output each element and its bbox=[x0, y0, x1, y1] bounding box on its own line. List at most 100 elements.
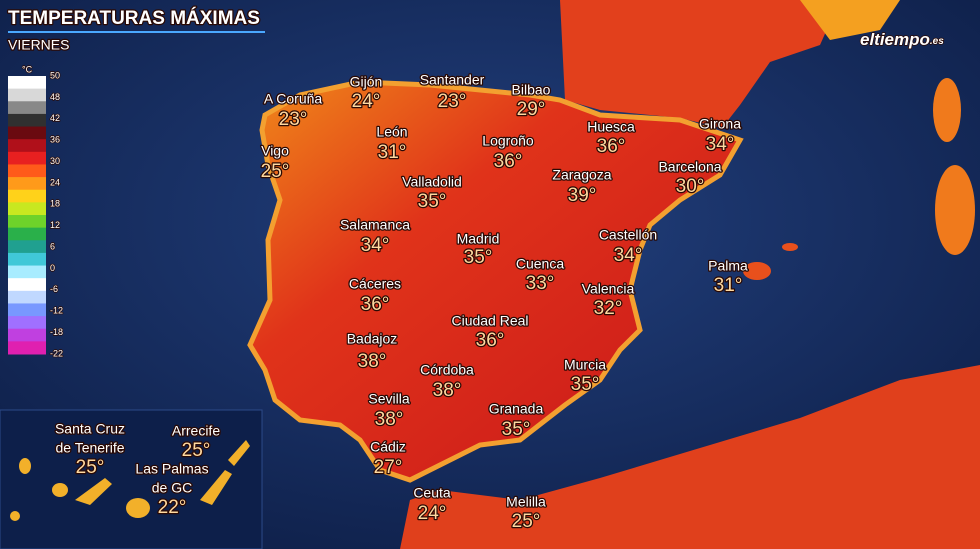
city-name: Salamanca bbox=[340, 217, 410, 233]
legend-band bbox=[8, 101, 46, 115]
legend-tick-label: 24 bbox=[50, 177, 60, 187]
legend-band bbox=[8, 328, 46, 342]
alps bbox=[800, 0, 900, 40]
legend-band bbox=[8, 76, 46, 90]
city-name: Huesca bbox=[587, 119, 635, 135]
city-name: Girona bbox=[699, 116, 741, 132]
legend-band bbox=[8, 126, 46, 140]
city-temp: 35° bbox=[502, 419, 531, 440]
legend-tick-label: 42 bbox=[50, 113, 60, 123]
island-name: de GC bbox=[152, 480, 192, 496]
legend-band bbox=[8, 202, 46, 216]
city-name: Cáceres bbox=[349, 276, 401, 292]
corsica bbox=[933, 78, 961, 142]
city-temp: 38° bbox=[358, 351, 387, 372]
legend-band bbox=[8, 151, 46, 165]
legend-band bbox=[8, 88, 46, 102]
city-temp: 36° bbox=[597, 136, 626, 157]
city-name: Barcelona bbox=[658, 159, 721, 175]
city-temp: 23° bbox=[279, 109, 308, 130]
city-temp: 36° bbox=[476, 330, 505, 351]
island-temp: 25° bbox=[182, 440, 211, 461]
city-temp: 35° bbox=[418, 191, 447, 212]
city-name: Córdoba bbox=[420, 362, 474, 378]
city-name: Bilbao bbox=[512, 82, 551, 98]
city-name: Cuenca bbox=[516, 256, 564, 272]
city-temp: 24° bbox=[352, 91, 381, 112]
city-name: Sevilla bbox=[368, 391, 409, 407]
legend-band bbox=[8, 189, 46, 203]
city-name: Castellón bbox=[599, 227, 657, 243]
city-temp: 38° bbox=[433, 380, 462, 401]
legend-tick-label: -12 bbox=[50, 306, 63, 316]
canary-land bbox=[10, 440, 250, 521]
city-name: Logroño bbox=[482, 133, 534, 149]
city-temp: 23° bbox=[438, 91, 467, 112]
city-temp: 29° bbox=[517, 99, 546, 120]
city-temp: 35° bbox=[571, 374, 600, 395]
city-name: Valencia bbox=[582, 281, 635, 297]
legend-tick-label: 36 bbox=[50, 135, 60, 145]
city-temp: 35° bbox=[464, 247, 493, 268]
legend-tick-label: 0 bbox=[50, 263, 55, 273]
island-name: de Tenerife bbox=[55, 440, 124, 456]
city-name: Murcia bbox=[564, 357, 606, 373]
city-temp: 25° bbox=[512, 511, 541, 532]
city-temp: 33° bbox=[526, 273, 555, 294]
city-name: Melilla bbox=[506, 494, 546, 510]
island-temp: 22° bbox=[158, 497, 187, 518]
legend-band bbox=[8, 303, 46, 317]
city-name: Valladolid bbox=[402, 174, 462, 190]
logo: eltiempo.es bbox=[859, 30, 945, 51]
legend-band bbox=[8, 139, 46, 153]
island-name: Arrecife bbox=[172, 423, 220, 439]
legend-tick-label: 48 bbox=[50, 92, 60, 102]
city-temp: 27° bbox=[374, 457, 403, 478]
city-name: Madrid bbox=[457, 231, 500, 247]
city-temp: 32° bbox=[594, 298, 623, 319]
logo-main: eltiempo.es bbox=[860, 30, 944, 49]
legend-tick-label: -6 bbox=[50, 284, 58, 294]
france bbox=[560, 0, 840, 128]
logo-text: eltiempo bbox=[860, 30, 930, 49]
city-temp: 39° bbox=[568, 185, 597, 206]
legend-tick-label: 30 bbox=[50, 156, 60, 166]
city-temp: 34° bbox=[361, 235, 390, 256]
legend-band bbox=[8, 164, 46, 178]
city-name: Ceuta bbox=[413, 485, 451, 501]
legend-band bbox=[8, 316, 46, 330]
city-temp: 31° bbox=[378, 142, 407, 163]
menorca bbox=[782, 243, 798, 251]
logo-suffix: .es bbox=[930, 36, 944, 47]
city-name: Palma bbox=[708, 258, 748, 274]
city-temp: 36° bbox=[494, 151, 523, 172]
city-name: Vigo bbox=[261, 143, 289, 159]
legend-tick-label: -18 bbox=[50, 327, 63, 337]
city-temp: 38° bbox=[375, 409, 404, 430]
sardinia bbox=[935, 165, 975, 255]
city-name: Gijón bbox=[350, 74, 383, 90]
legend-tick-label: 18 bbox=[50, 199, 60, 209]
legend-unit: °C bbox=[22, 64, 33, 74]
mallorca bbox=[743, 262, 771, 280]
iberia bbox=[247, 79, 744, 483]
island-name: Las Palmas bbox=[135, 461, 208, 477]
city-name: León bbox=[376, 124, 407, 140]
legend-band bbox=[8, 215, 46, 229]
city-name: Zaragoza bbox=[552, 167, 611, 183]
island-name: Santa Cruz bbox=[55, 421, 125, 437]
legend-tick-label: 50 bbox=[50, 70, 60, 80]
legend-tick-label: 12 bbox=[50, 220, 60, 230]
city-temp: 34° bbox=[706, 134, 735, 155]
city-temp: 36° bbox=[361, 294, 390, 315]
city-temp: 31° bbox=[714, 275, 743, 296]
legend-band bbox=[8, 177, 46, 191]
city-name: Cádiz bbox=[370, 439, 406, 455]
legend-band bbox=[8, 240, 46, 254]
island-temp: 25° bbox=[76, 457, 105, 478]
legend-band bbox=[8, 265, 46, 279]
city-name: Granada bbox=[489, 401, 544, 417]
city-temp: 30° bbox=[676, 176, 705, 197]
legend-band bbox=[8, 341, 46, 355]
